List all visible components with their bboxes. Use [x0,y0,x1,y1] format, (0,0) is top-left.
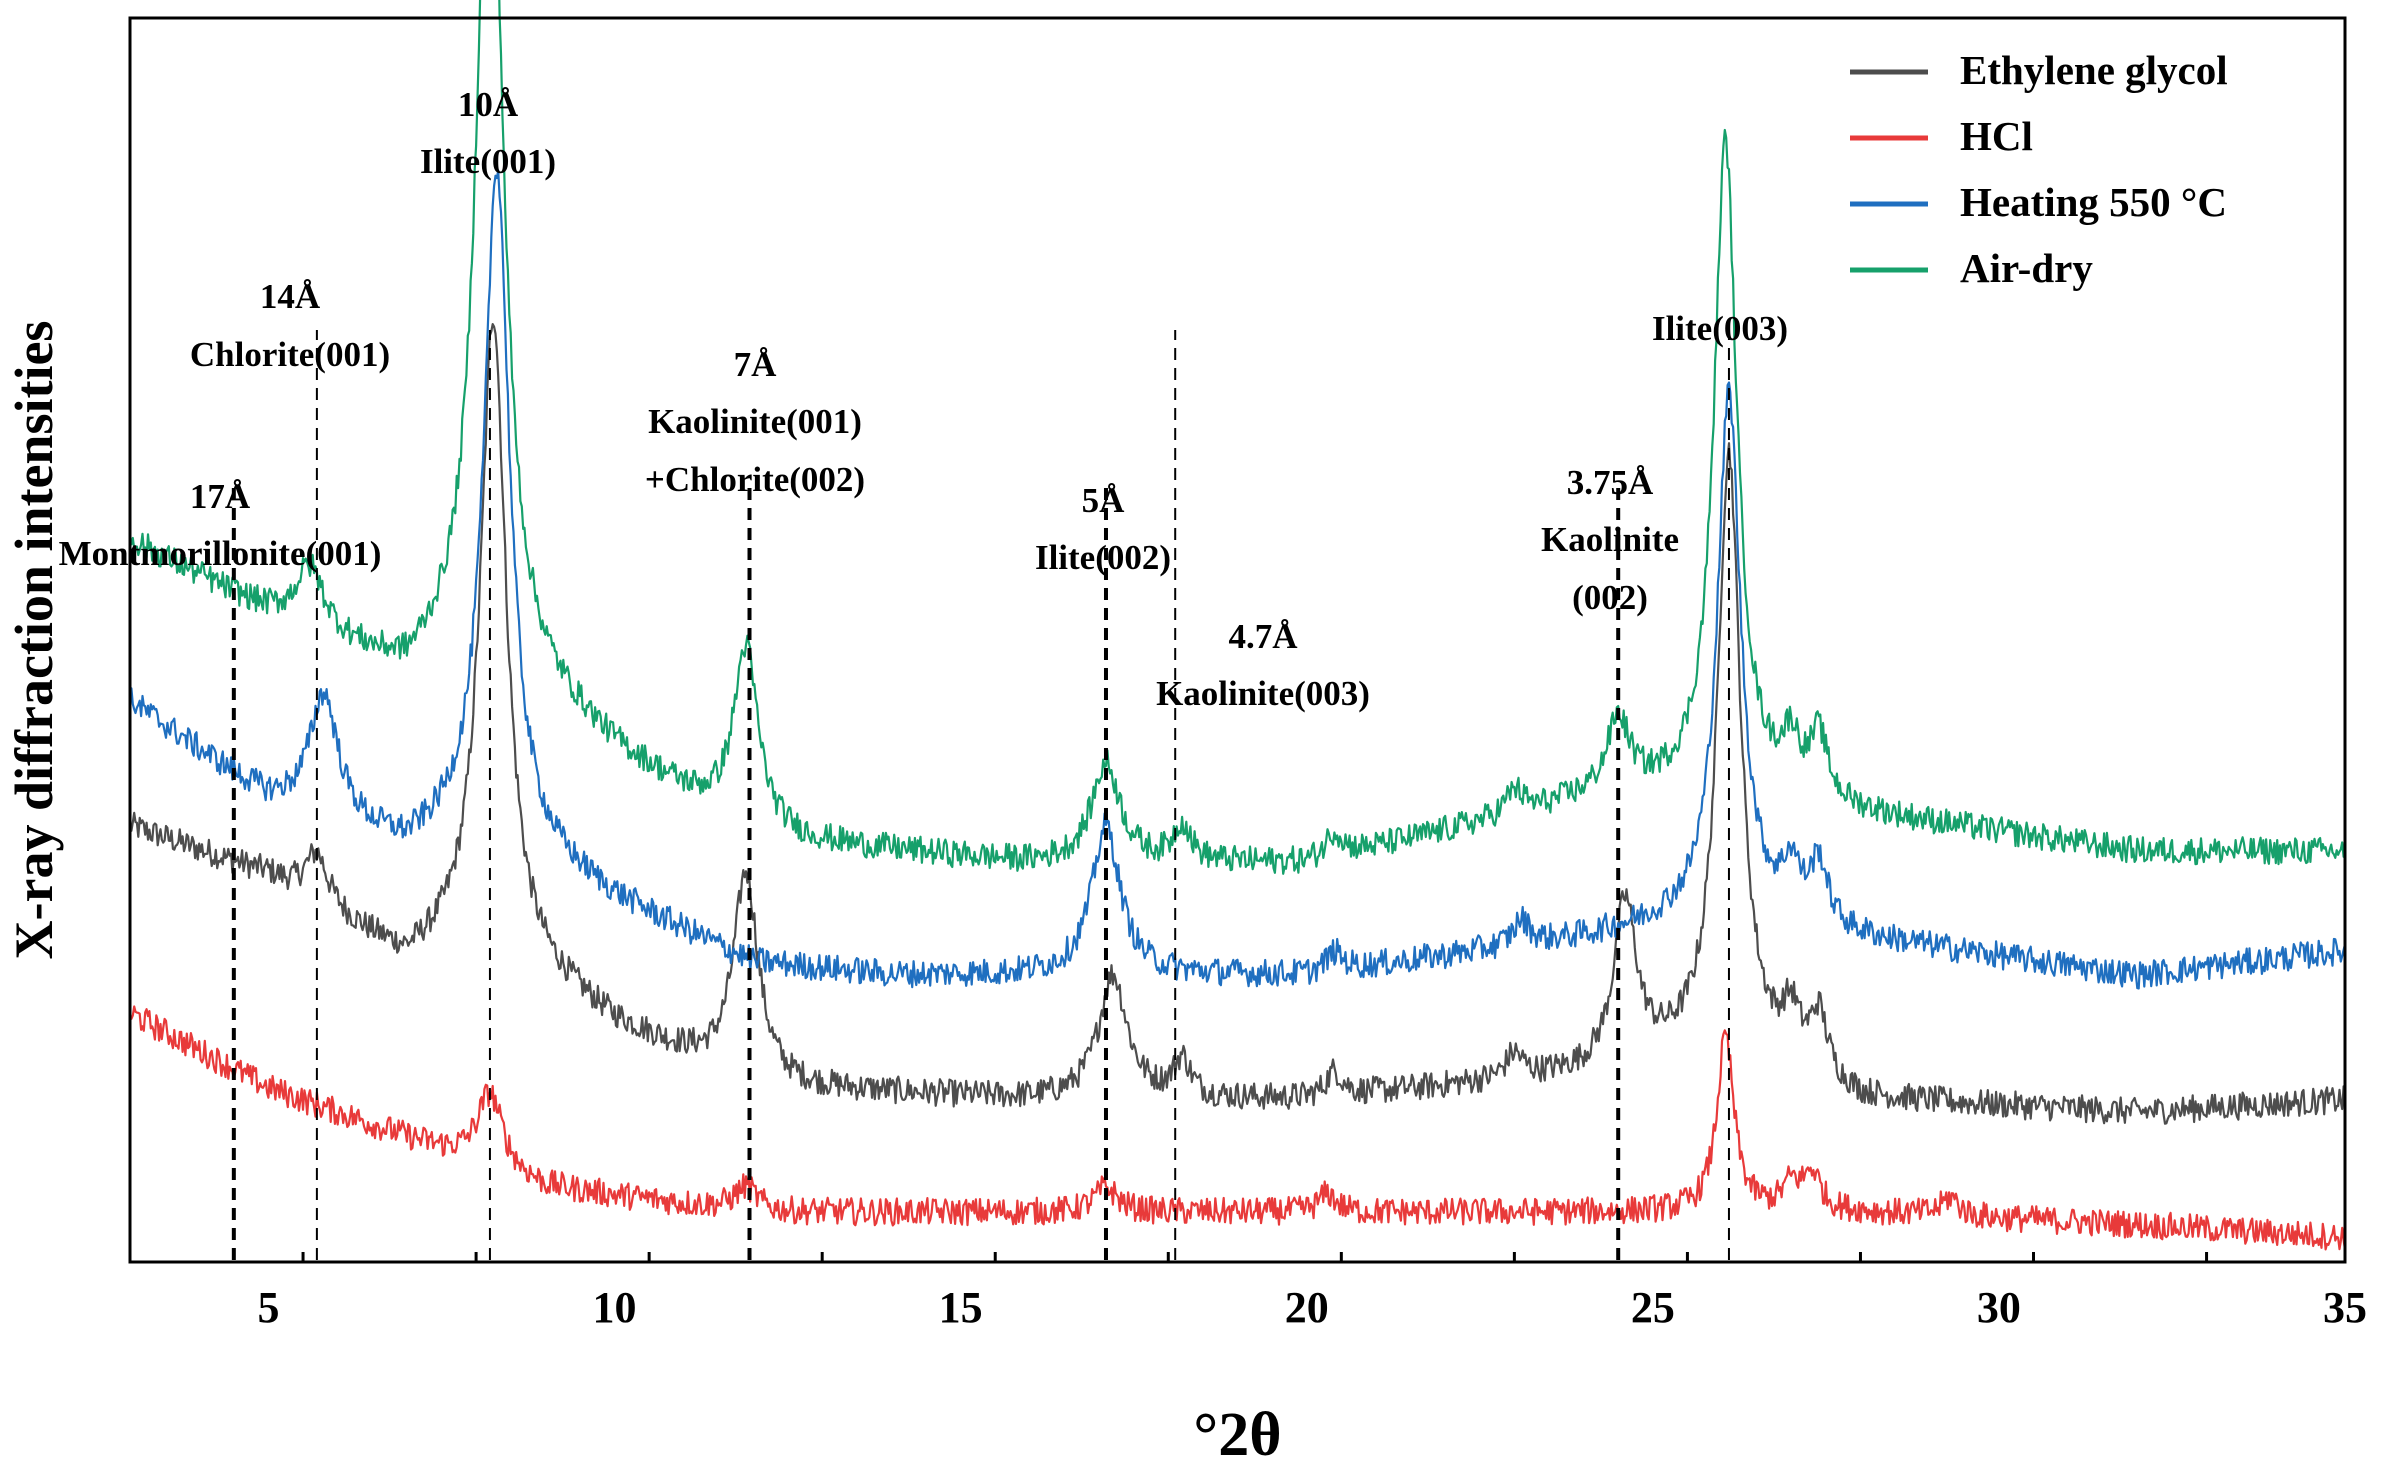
peak-annotation: Ilite(001) [420,142,556,181]
series-line [128,323,2347,1125]
y-axis-title: X-ray diffraction intensities [4,321,64,960]
plot-frame [128,16,2347,1264]
series-line [128,0,2347,875]
series-group [128,0,2347,1251]
reference-lines [231,330,1730,1260]
series-line [128,1005,2347,1251]
peak-annotation: Kaolinite(001) [648,402,862,441]
x-tick-label: 5 [257,1283,279,1332]
legend-label: HCl [1960,113,2033,159]
x-tick-label: 35 [2323,1283,2367,1332]
peak-annotations: 17Å Montmorillonite(001) 14Å Chlorite(001) 1… [59,85,1788,713]
peak-annotation: 17Å [190,477,251,516]
peak-annotation: 4.7Å [1228,617,1298,656]
x-tick-label: 15 [939,1283,983,1332]
peak-annotation: 5Å [1082,481,1126,520]
peak-annotation: 3.75Å [1567,463,1654,502]
peak-annotation: Chlorite(001) [190,335,390,374]
peak-annotation: 14Å [260,277,321,316]
peak-annotation: Ilite(002) [1035,538,1171,577]
series-line [128,169,2347,990]
x-tick-label: 10 [593,1283,637,1332]
legend-label: Air-dry [1960,245,2093,291]
peak-annotation: +Chlorite(002) [645,460,865,499]
legend-label: Ethylene glycol [1960,47,2228,93]
legend-label: Heating 550 °C [1960,179,2227,225]
peak-annotation: Montmorillonite(001) [59,534,382,573]
peak-annotation: Ilite(003) [1652,309,1788,348]
peak-annotation: 7Å [734,345,778,384]
peak-annotation: (002) [1572,578,1648,617]
legend: Ethylene glycol HCl Heating 550 °C Air-dry [1850,47,2228,291]
x-axis-title: °2θ [1193,1401,1281,1469]
x-tick-label: 25 [1631,1283,1675,1332]
x-axis-ticks: 5 10 15 20 25 30 35 [128,1252,2367,1332]
x-tick-label: 30 [1977,1283,2021,1332]
peak-annotation: 10Å [458,85,519,124]
x-tick-label: 20 [1285,1283,1329,1332]
peak-annotation: Kaolinite(003) [1156,674,1370,713]
peak-annotation: Kaolinite [1541,520,1679,559]
